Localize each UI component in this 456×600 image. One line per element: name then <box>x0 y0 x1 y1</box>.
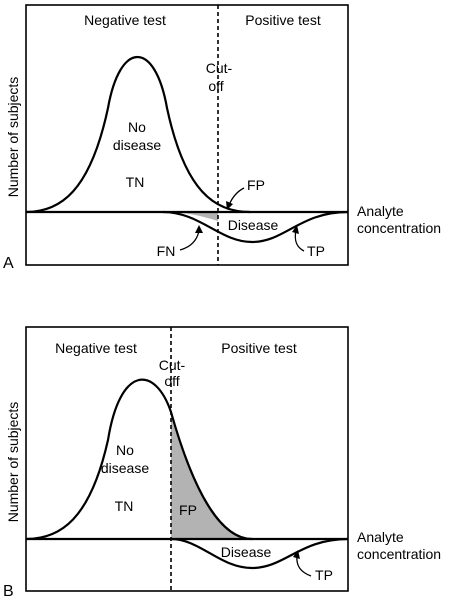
panel-a-no-disease-label-line1: No <box>128 119 146 135</box>
panel-b-cutoff-label-line2: off <box>164 373 179 389</box>
panel-a: Negative test Positive test Cut- off No … <box>3 4 441 272</box>
panel-b-fp-label: FP <box>179 502 197 518</box>
panel-a-cutoff-label-line2: off <box>208 78 223 94</box>
panel-b-y-axis-label: Number of subjects <box>5 402 21 523</box>
panel-a-y-axis-label: Number of subjects <box>5 77 21 198</box>
panel-b-tp-arrow <box>296 555 312 577</box>
panel-b-no-disease-label-line2: disease <box>101 460 149 476</box>
panel-a-fn-shaded-area <box>163 212 218 221</box>
panel-a-fn-arrow <box>179 230 200 251</box>
panel-b-negative-test-label: Negative test <box>55 340 137 356</box>
panel-b-x-axis-label-line1: Analyte <box>357 529 404 545</box>
panel-a-fp-arrow <box>228 187 245 206</box>
panel-a-x-axis-label-line1: Analyte <box>357 203 404 219</box>
panel-a-negative-test-label: Negative test <box>84 12 166 28</box>
panel-b: Negative test Positive test Cut- off No … <box>3 326 441 600</box>
panel-a-tp-label: TP <box>307 243 325 259</box>
panel-a-fn-label: FN <box>157 243 176 259</box>
panel-a-fp-label: FP <box>247 177 265 193</box>
panel-b-no-disease-label-line1: No <box>116 442 134 458</box>
panel-b-disease-label: Disease <box>221 544 272 560</box>
panel-b-cutoff-label-line1: Cut- <box>159 357 186 373</box>
panel-b-frame <box>25 326 349 592</box>
panel-a-positive-test-label: Positive test <box>245 12 321 28</box>
panel-a-fn-arrowhead <box>195 225 203 233</box>
panel-b-tp-arrowhead <box>293 550 300 559</box>
panel-a-letter: A <box>3 255 14 272</box>
panel-b-disease-curve <box>170 537 349 570</box>
panel-a-tp-arrowhead <box>292 225 299 234</box>
panel-a-fp-arrowhead <box>226 201 233 210</box>
panel-a-tn-label: TN <box>126 174 145 190</box>
panel-a-frame <box>25 4 349 266</box>
panel-b-tn-label: TN <box>115 498 134 514</box>
panel-b-tp-label: TP <box>315 567 333 583</box>
panel-a-disease-curve <box>162 210 349 244</box>
panel-b-positive-test-label: Positive test <box>221 340 297 356</box>
panel-a-no-disease-label-line2: disease <box>113 137 161 153</box>
panel-a-no-disease-curve <box>25 55 251 214</box>
panel-b-x-axis-label-line2: concentration <box>357 546 441 562</box>
panel-a-disease-label: Disease <box>228 217 279 233</box>
panel-a-cutoff-label-line1: Cut- <box>206 60 233 76</box>
panel-b-no-disease-curve <box>25 378 253 541</box>
panel-b-fp-shaded-area <box>171 412 252 539</box>
panel-a-x-axis-label-line2: concentration <box>357 220 441 236</box>
panel-b-letter: B <box>3 583 14 600</box>
